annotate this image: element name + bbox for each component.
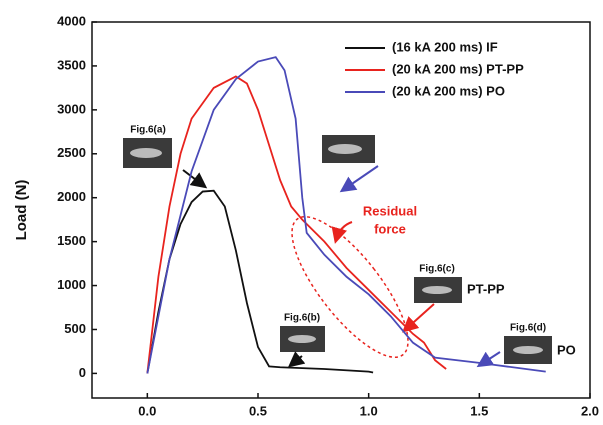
y-tick-label: 2000 [57, 189, 86, 204]
insets [123, 135, 552, 364]
y-tick-label: 0 [79, 365, 86, 380]
inset-image [328, 144, 362, 154]
y-tick-label: 1000 [57, 277, 86, 292]
y-tick-label: 1500 [57, 233, 86, 248]
data-line [146, 75, 447, 374]
residual-ellipse [291, 216, 409, 358]
y-tick-label: 500 [64, 321, 86, 336]
x-tick-label: 0.0 [138, 403, 156, 418]
y-tick-label: 2500 [57, 145, 86, 160]
annotation: Fig.6(c) [419, 264, 455, 275]
y-tick-label: 3000 [57, 101, 86, 116]
data-line [146, 56, 546, 374]
y-tick-label: 4000 [57, 13, 86, 28]
arrow [287, 351, 306, 368]
y-axis-label: Load (N) [13, 180, 30, 241]
x-tick-label: 1.0 [360, 403, 378, 418]
inset-image [513, 346, 543, 354]
inset-image [130, 148, 162, 158]
x-tick-label: 2.0 [581, 403, 599, 418]
annotation: PO [557, 342, 576, 357]
annotation: PT-PP [467, 281, 505, 296]
legend-label: (16 kA 200 ms) IF [392, 39, 498, 54]
plot-frame [91, 21, 591, 399]
arrow [339, 165, 379, 193]
annotation: Fig.6(d) [510, 323, 546, 334]
legend-label: (20 kA 200 ms) PT-PP [392, 61, 524, 76]
arrow [331, 221, 353, 244]
x-tick-label: 0.5 [249, 403, 267, 418]
annotation: Fig.6(a) [130, 125, 166, 136]
inset-image [288, 335, 316, 343]
arrow [402, 303, 435, 333]
arrow [182, 169, 208, 189]
annotation: Fig.6(b) [284, 313, 320, 324]
annotation: Residual [363, 203, 417, 218]
x-tick-label: 1.5 [470, 403, 488, 418]
inset-image [422, 286, 452, 294]
y-tick-label: 3500 [57, 57, 86, 72]
arrows [182, 165, 501, 368]
data-line [146, 189, 374, 374]
legend-label: (20 kA 200 ms) PO [392, 83, 505, 98]
annotation: force [374, 221, 406, 236]
